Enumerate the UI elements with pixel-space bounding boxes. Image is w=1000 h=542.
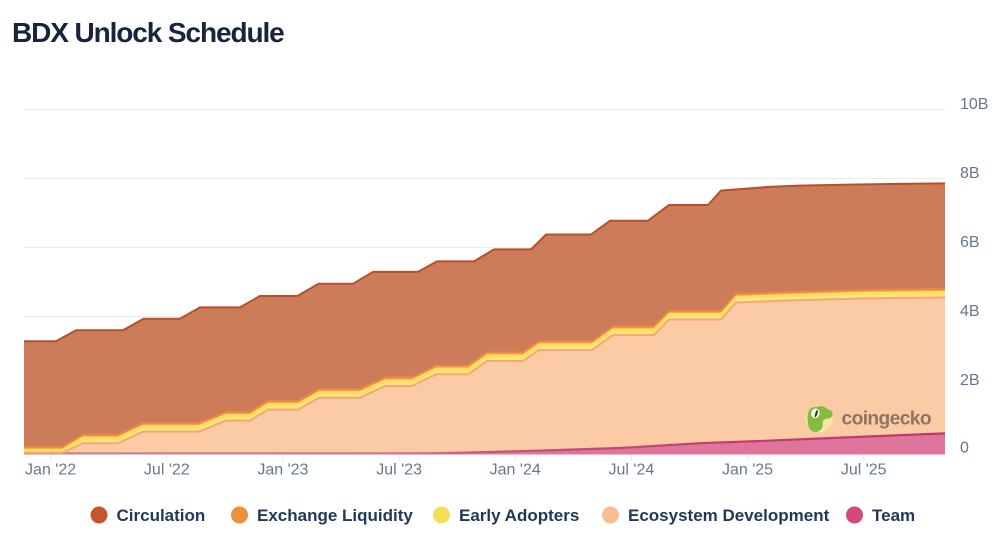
svg-text:Early Adopters: Early Adopters (459, 506, 579, 525)
svg-text:coingecko: coingecko (842, 409, 932, 430)
svg-text:Jan '22: Jan '22 (25, 462, 76, 479)
svg-text:6B: 6B (960, 234, 980, 251)
svg-text:Team: Team (872, 506, 915, 525)
svg-text:Jan '25: Jan '25 (722, 462, 773, 479)
svg-text:Ecosystem Development: Ecosystem Development (628, 506, 830, 525)
svg-text:Jul '23: Jul '23 (376, 462, 422, 479)
svg-text:Jan '23: Jan '23 (257, 462, 308, 479)
svg-text:Exchange Liquidity: Exchange Liquidity (257, 506, 413, 525)
svg-text:4B: 4B (960, 303, 980, 320)
svg-text:Jul '25: Jul '25 (841, 462, 887, 479)
svg-text:2B: 2B (960, 372, 980, 389)
svg-text:Jan '24: Jan '24 (490, 462, 541, 479)
svg-text:0: 0 (960, 440, 969, 457)
svg-text:Jul '22: Jul '22 (144, 462, 190, 479)
svg-text:Jul '24: Jul '24 (609, 462, 655, 479)
svg-text:10B: 10B (960, 96, 988, 113)
svg-text:8B: 8B (960, 165, 980, 182)
svg-text:Circulation: Circulation (117, 506, 206, 525)
